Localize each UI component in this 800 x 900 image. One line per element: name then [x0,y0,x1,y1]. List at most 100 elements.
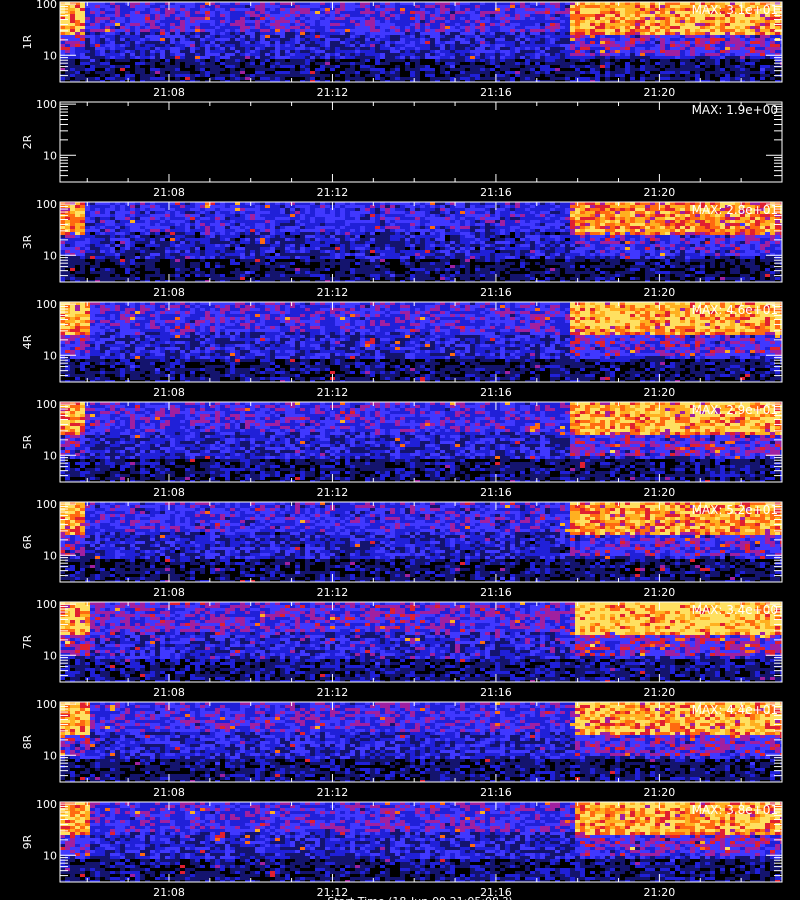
panel-5r: 10 100 21:08 21:12 21:16 21:20 5R MAX: 2.9e+01 [21,398,783,499]
spectrogram-cells [60,802,782,882]
max-value-label: MAX: 5.2e+01 [692,503,778,517]
x-tick-label: 21:16 [480,886,512,899]
panel-label: 9R [21,834,34,849]
spectrogram-cells [60,202,782,282]
y-ticks [60,703,782,783]
x-tick-label: 21:12 [317,286,349,299]
y-tick-label: 100 [36,298,57,311]
y-ticks [60,103,782,183]
y-tick-label: 10 [43,449,57,462]
x-tick-label: 21:20 [644,786,676,799]
x-tick-label: 21:20 [644,686,676,699]
y-ticks [60,803,782,883]
plot-frame [59,701,783,783]
panel-3r: 10 100 21:08 21:12 21:16 21:20 3R MAX: 2.8e+01 [21,198,783,299]
max-value-label: MAX: 3.1e+01 [692,3,778,17]
x-ticks [86,2,783,82]
x-tick-label: 21:08 [153,286,185,299]
x-tick-label: 21:12 [317,186,349,199]
panel-label: 8R [21,734,34,749]
plot-frame [59,401,783,483]
x-tick-label: 21:16 [480,586,512,599]
y-tick-label: 10 [43,649,57,662]
y-tick-label: 100 [36,698,57,711]
x-tick-label: 21:12 [317,686,349,699]
plot-frame [59,201,783,283]
x-tick-label: 21:16 [480,186,512,199]
plot-frame [59,601,783,683]
y-tick-label: 10 [43,49,57,62]
spectrogram-cells [60,602,782,682]
x-tick-label: 21:16 [480,386,512,399]
y-tick-label: 100 [36,98,57,111]
y-tick-label: 100 [36,0,57,11]
x-tick-label: 21:08 [153,186,185,199]
max-value-label: MAX: 2.8e+01 [692,203,778,217]
x-ticks [86,702,783,782]
y-tick-label: 100 [36,598,57,611]
x-tick-label: 21:08 [153,886,185,899]
x-tick-label: 21:20 [644,486,676,499]
x-tick-label: 21:12 [317,586,349,599]
panel-label: 7R [21,634,34,649]
x-tick-label: 21:12 [317,486,349,499]
max-value-label: MAX: 2.9e+01 [692,403,778,417]
plot-frame [59,801,783,883]
x-ticks [86,602,783,682]
x-tick-label: 21:08 [153,86,185,99]
x-tick-label: 21:12 [317,886,349,899]
panel-label: 6R [21,534,34,549]
plot-frame [59,301,783,383]
x-tick-label: 21:08 [153,686,185,699]
x-ticks [86,302,783,382]
y-tick-label: 10 [43,249,57,262]
max-value-label: MAX: 3.4e+00 [692,603,778,617]
x-tick-label: 21:20 [644,586,676,599]
panel-8r: 10 100 21:08 21:12 21:16 21:20 8R MAX: 4.4e+01 [21,698,783,799]
max-value-label: MAX: 3.8e+01 [692,803,778,817]
panel-label: 4R [21,334,34,349]
spectrogram-cells [60,702,782,782]
x-tick-label: 21:12 [317,86,349,99]
x-ticks [86,202,783,282]
x-tick-label: 21:16 [480,686,512,699]
spectrogram-cells [60,402,782,482]
x-tick-label: 21:08 [153,786,185,799]
y-tick-label: 100 [36,198,57,211]
x-ticks [86,802,783,882]
y-ticks [60,603,782,683]
y-tick-label: 100 [36,498,57,511]
max-value-label: MAX: 4.6e+01 [692,303,778,317]
spectrogram-cells [60,302,782,382]
spectrogram-cells [60,2,782,82]
panel-label: 5R [21,434,34,449]
x-tick-label: 21:16 [480,86,512,99]
y-tick-label: 10 [43,549,57,562]
panel-label: 3R [21,234,34,249]
panel-1r: 10 100 21:08 21:12 21:16 21:20 1R MAX: 3.1e+01 [21,0,783,99]
spectrogram-cells [60,502,782,582]
y-tick-label: 10 [43,749,57,762]
x-tick-label: 21:16 [480,786,512,799]
x-tick-label: 21:12 [317,786,349,799]
x-tick-label: 21:08 [153,486,185,499]
panel-7r: 10 100 21:08 21:12 21:16 21:20 7R MAX: 3.4e+00 [21,598,783,699]
max-value-label: MAX: 4.4e+01 [692,703,778,717]
y-tick-label: 10 [43,849,57,862]
panel-4r: 10 100 21:08 21:12 21:16 21:20 4R MAX: 4.6e+01 [21,298,783,399]
x-ticks [86,102,783,182]
y-tick-label: 100 [36,398,57,411]
plot-frame [59,1,783,83]
y-tick-label: 10 [43,349,57,362]
y-tick-label: 10 [43,149,57,162]
plot-frame [59,501,783,583]
panel-9r: 10 100 21:08 21:12 21:16 21:20 9R MAX: 3.8e+01 [21,798,783,899]
x-tick-label: 21:16 [480,486,512,499]
x-tick-label: 21:20 [644,886,676,899]
x-tick-label: 21:20 [644,386,676,399]
x-ticks [86,402,783,482]
panel-2r: 10 100 21:08 21:12 21:16 21:20 2R MAX: 1.9e+00 [21,98,783,199]
max-value-label: MAX: 1.9e+00 [692,103,778,117]
plot-frame [59,101,783,183]
